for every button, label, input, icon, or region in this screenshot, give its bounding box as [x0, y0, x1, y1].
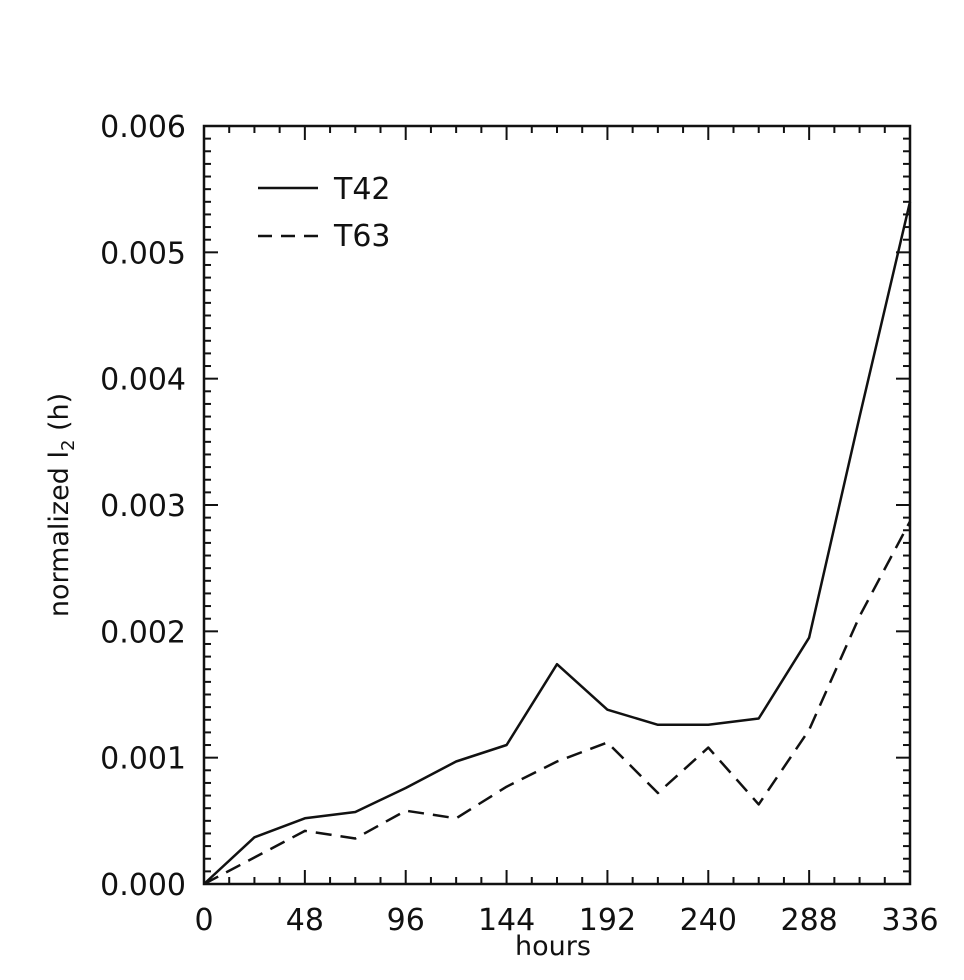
legend-t63-label: T63 — [333, 219, 391, 254]
series-lines — [203, 201, 912, 886]
x-tick-label: 96 — [387, 903, 425, 938]
x-tick-label: 0 — [194, 903, 213, 938]
y-tick-label: 0.002 — [100, 615, 186, 650]
y-axis-title-subscript: 2 — [58, 440, 79, 451]
y-tick-label: 0.000 — [100, 868, 186, 903]
x-tick-label: 240 — [680, 903, 737, 938]
x-tick-labels: 0 48 96 144 192 240 288 336 — [194, 903, 938, 938]
y-axis-title-main: normalized l — [44, 451, 75, 617]
y-tick-label: 0.004 — [100, 363, 186, 398]
y-axis-title-tail: (h) — [44, 393, 75, 440]
x-tick-label: 48 — [286, 903, 324, 938]
y-tick-label: 0.005 — [100, 236, 186, 271]
x-tick-label: 192 — [579, 903, 636, 938]
y-tick-label: 0.003 — [100, 489, 186, 524]
plot-frame — [202, 124, 912, 886]
legend: T42 T63 — [258, 172, 391, 254]
series-line-t42 — [203, 201, 912, 885]
x-tick-label: 144 — [478, 903, 535, 938]
y-tick-label: 0.001 — [100, 742, 186, 777]
y-axis-title: normalized l2 (h) — [44, 393, 79, 617]
tick-marks — [203, 125, 911, 885]
series-line-t63 — [203, 520, 912, 886]
y-tick-label: 0.006 — [100, 110, 186, 145]
y-tick-labels: 0.000 0.001 0.002 0.003 0.004 0.005 0.006 — [100, 110, 186, 903]
legend-t42-label: T42 — [333, 172, 391, 207]
x-tick-label: 288 — [781, 903, 838, 938]
x-axis-title: hours — [515, 931, 591, 962]
x-tick-label: 336 — [881, 903, 938, 938]
